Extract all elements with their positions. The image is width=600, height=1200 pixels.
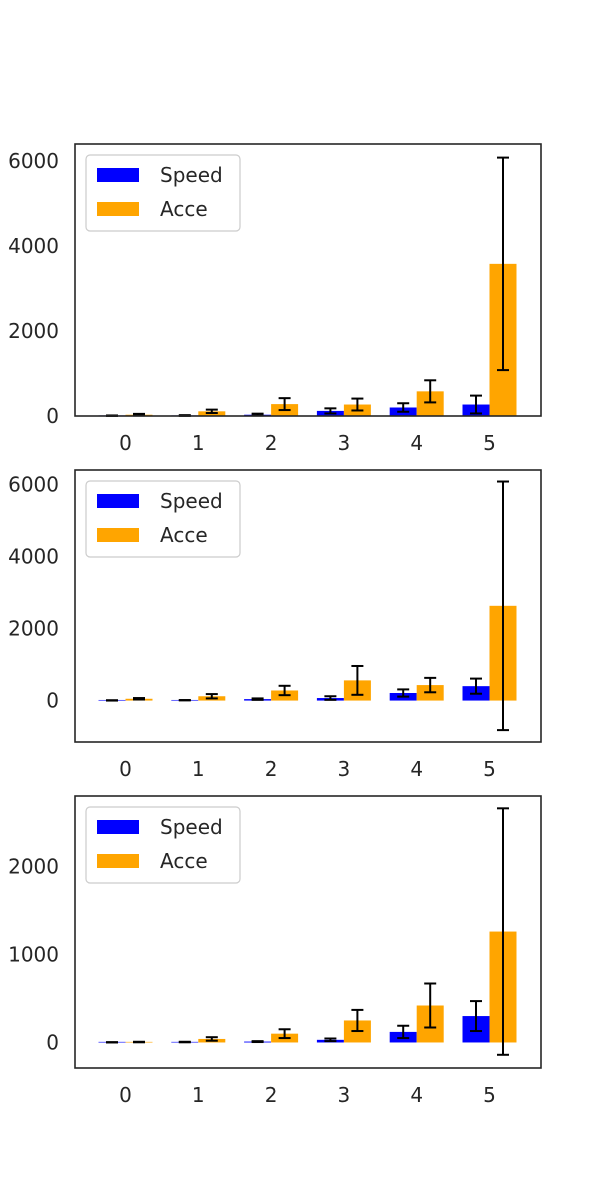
x-tick-label: 2 <box>265 431 278 455</box>
error-bar-speed-2 <box>251 1040 264 1044</box>
x-tick-label: 0 <box>119 757 132 781</box>
x-tick-label: 5 <box>483 1083 496 1107</box>
error-bar-speed-4 <box>397 402 410 413</box>
axes-frame <box>74 143 542 417</box>
legend: Speed Acce <box>85 154 241 232</box>
error-bar-acce-3 <box>351 1008 364 1033</box>
y-tick-label: 1000 <box>8 942 59 966</box>
x-tick-label: 3 <box>338 757 351 781</box>
error-bar-acce-5 <box>497 156 509 372</box>
legend-swatch-speed <box>97 168 139 182</box>
y-tick-label: 2000 <box>8 617 59 641</box>
x-tick-label: 4 <box>410 431 423 455</box>
x-tick-label: 0 <box>119 1083 132 1107</box>
x-tick-label: 3 <box>338 1083 351 1107</box>
error-bar-acce-5 <box>497 807 509 1056</box>
y-tick-label: 6000 <box>8 472 59 496</box>
y-tick-label: 2000 <box>8 854 59 878</box>
legend-label-speed: Speed <box>160 815 223 839</box>
error-bar-acce-0 <box>133 1040 145 1044</box>
legend-label-acce: Acce <box>160 523 208 547</box>
error-bar-speed-4 <box>397 688 410 698</box>
x-tick-label: 0 <box>119 431 132 455</box>
x-tick-label: 1 <box>192 757 205 781</box>
error-bar-acce-1 <box>205 1036 218 1042</box>
axes-frame <box>74 469 542 743</box>
error-bar-acce-1 <box>205 408 218 415</box>
legend-swatch-acce <box>97 854 139 868</box>
error-bar-acce-2 <box>278 684 291 697</box>
error-bar-acce-4 <box>424 379 437 404</box>
chart-panel-3: 0 1000 2000 0 1 2 3 4 5 Speed Acce <box>8 795 542 1107</box>
legend-label-acce: Acce <box>160 197 208 221</box>
error-bar-speed-5 <box>470 1000 482 1033</box>
legend: Speed Acce <box>85 806 241 884</box>
error-bar-acce-5 <box>497 480 509 732</box>
legend: Speed Acce <box>85 480 241 558</box>
y-tick-label: 4000 <box>8 234 59 258</box>
x-tick-label: 1 <box>192 431 205 455</box>
y-tick-label: 6000 <box>8 149 59 173</box>
y-tick-label: 0 <box>46 689 59 713</box>
error-bar-speed-3 <box>324 407 337 415</box>
error-bar-acce-4 <box>424 982 437 1029</box>
y-tick-label: 2000 <box>8 319 59 343</box>
error-bar-speed-5 <box>470 677 482 695</box>
chart-panel-1: 0 2000 4000 6000 0 1 2 3 4 5 Speed Acce <box>8 143 542 455</box>
axes-frame <box>74 795 542 1069</box>
x-tick-label: 4 <box>410 1083 423 1107</box>
x-tick-label: 1 <box>192 1083 205 1107</box>
legend-label-speed: Speed <box>160 163 223 187</box>
x-tick-label: 5 <box>483 757 496 781</box>
x-tick-label: 4 <box>410 757 423 781</box>
error-bar-acce-2 <box>278 397 291 412</box>
error-bar-speed-3 <box>324 1037 337 1043</box>
error-bar-speed-3 <box>324 695 337 701</box>
legend-swatch-acce <box>97 528 139 542</box>
error-bar-speed-1 <box>178 1040 191 1044</box>
legend-swatch-speed <box>97 494 139 508</box>
error-bar-acce-2 <box>278 1028 291 1040</box>
error-bar-acce-4 <box>424 676 437 694</box>
y-tick-label: 4000 <box>8 544 59 568</box>
error-bar-speed-2 <box>251 697 264 701</box>
error-bar-speed-5 <box>470 394 482 415</box>
error-bar-acce-3 <box>351 397 364 412</box>
legend-label-speed: Speed <box>160 489 223 513</box>
error-bar-acce-3 <box>351 664 364 696</box>
error-bar-speed-4 <box>397 1024 410 1040</box>
x-tick-label: 2 <box>265 1083 278 1107</box>
x-tick-label: 5 <box>483 431 496 455</box>
error-bar-acce-0 <box>133 697 145 701</box>
y-tick-label: 0 <box>46 404 59 428</box>
legend-swatch-speed <box>97 820 139 834</box>
x-tick-label: 3 <box>338 431 351 455</box>
y-tick-label: 0 <box>46 1030 59 1054</box>
x-tick-label: 2 <box>265 757 278 781</box>
error-bar-acce-1 <box>205 693 218 700</box>
legend-swatch-acce <box>97 202 139 216</box>
legend-label-acce: Acce <box>160 849 208 873</box>
chart-panel-2: 0 2000 4000 6000 0 1 2 3 4 5 Speed Acce <box>8 469 542 781</box>
